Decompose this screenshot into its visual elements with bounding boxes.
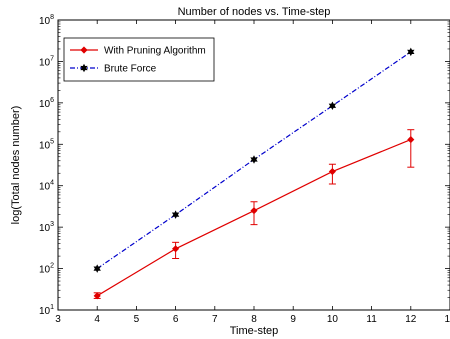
y-tick-label: 102: [39, 263, 54, 276]
legend-label: Brute Force: [104, 64, 157, 75]
y-tick-label: 108: [39, 14, 54, 27]
data-point: [328, 167, 336, 176]
legend-item: Brute Force: [70, 64, 157, 75]
y-tick-base: 10: [39, 223, 51, 234]
data-point: [171, 210, 180, 219]
y-tick-base: 10: [39, 265, 51, 276]
series-0: [93, 129, 415, 300]
x-axis-label: Time-step: [230, 325, 279, 337]
y-tick-label: 101: [39, 304, 54, 317]
x-tick-label: 11: [366, 314, 377, 325]
y-tick-base: 10: [39, 99, 51, 110]
data-point: [250, 155, 258, 164]
legend-box: [63, 37, 215, 82]
chart-title: Number of nodes vs. Time-step: [178, 6, 331, 18]
y-tick-base: 10: [39, 182, 51, 193]
y-tick-base: 10: [39, 306, 51, 317]
y-tick-label: 104: [39, 180, 54, 193]
x-tick-label: 3: [55, 314, 61, 325]
y-tick-label: 103: [39, 221, 54, 234]
y-tick-exponent: 1: [50, 304, 54, 311]
y-tick-base: 10: [39, 16, 51, 27]
data-point: [93, 264, 101, 273]
y-tick-exponent: 4: [50, 180, 54, 187]
x-tick-label: 7: [212, 314, 218, 325]
data-point: [250, 207, 258, 215]
x-tick-label: 8: [251, 314, 257, 325]
y-tick-exponent: 5: [50, 138, 54, 145]
y-tick-label: 106: [39, 97, 54, 110]
legend-marker: [80, 63, 88, 73]
legend: With Pruning Algorithm Brute Force: [63, 37, 215, 82]
x-axis-ticks: 3 4 5 6 7 8 9 10 11 12 13: [55, 20, 450, 325]
y-tick-exponent: 3: [50, 221, 54, 228]
y-tick-label: 107: [39, 55, 54, 68]
data-point: [407, 47, 415, 57]
y-tick-label: 105: [39, 138, 54, 151]
x-tick-label: 4: [94, 314, 100, 325]
legend-items: With Pruning Algorithm Brute Force: [70, 46, 206, 75]
series-layer: [93, 47, 415, 300]
data-point: [93, 292, 101, 300]
x-tick-label: 13: [444, 314, 450, 325]
x-tick-label: 12: [405, 314, 417, 325]
x-tick-label: 6: [173, 314, 179, 325]
y-tick-exponent: 6: [50, 97, 54, 104]
y-tick-exponent: 2: [50, 263, 54, 270]
legend-marker: [80, 46, 88, 54]
legend-label: With Pruning Algorithm: [104, 46, 206, 57]
series-1: [93, 47, 415, 273]
y-tick-exponent: 8: [50, 14, 54, 21]
data-point: [407, 135, 415, 144]
data-point: [172, 245, 180, 253]
y-tick-base: 10: [39, 57, 51, 68]
x-tick-label: 9: [290, 314, 296, 325]
x-tick-label: 5: [134, 314, 140, 325]
y-tick-base: 10: [39, 140, 51, 151]
x-tick-label: 10: [327, 314, 339, 325]
y-axis-label: log(Total nodes number): [10, 106, 22, 225]
y-tick-exponent: 7: [50, 55, 54, 62]
legend-item: With Pruning Algorithm: [70, 46, 206, 57]
data-point: [328, 101, 337, 111]
